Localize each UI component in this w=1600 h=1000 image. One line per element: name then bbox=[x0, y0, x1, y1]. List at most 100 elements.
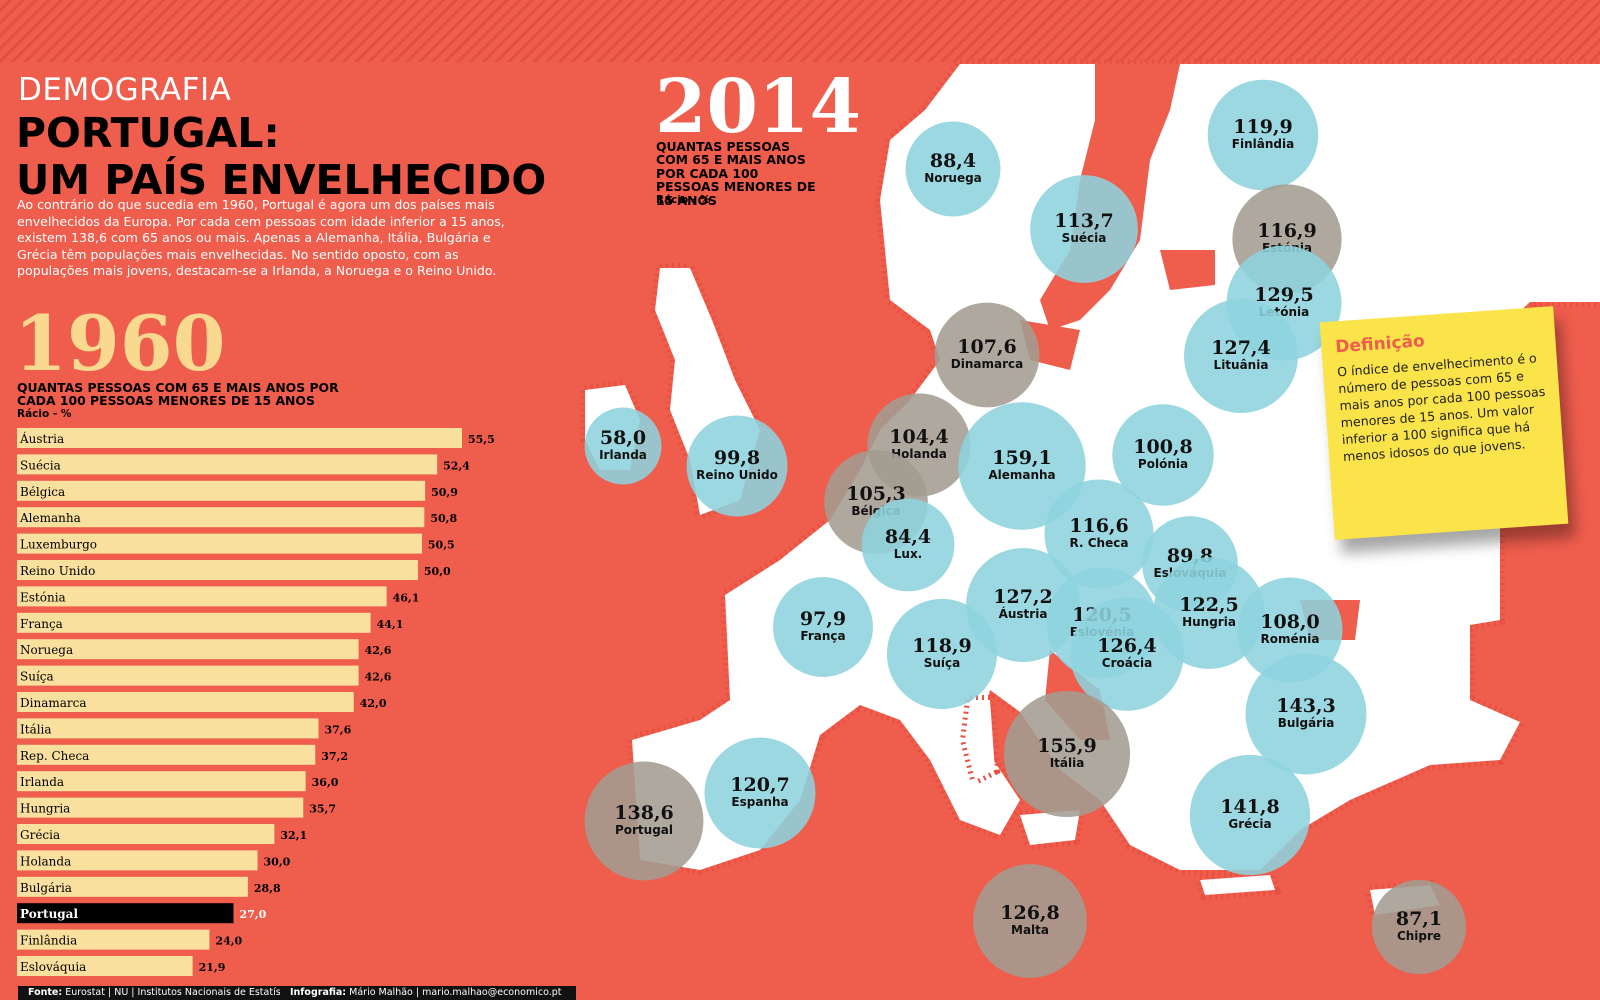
bar-chart-1960: Áustria 55,5 Suécia 52,4 Bélgica 50,9 Alemanha… bbox=[17, 428, 495, 976]
credit-text: Mário Malhão | mario.malhao@economico.pt bbox=[349, 987, 562, 998]
bubble-circle bbox=[1183, 298, 1299, 414]
bar bbox=[17, 612, 371, 633]
bubble-value-label: 97,9 bbox=[800, 608, 846, 630]
bubble-circle bbox=[584, 407, 662, 485]
bar bbox=[17, 903, 234, 924]
bar-row: Reino Unido 50,0 bbox=[17, 560, 451, 580]
bar-row: Hungria 35,7 bbox=[17, 797, 336, 818]
bar-row: Noruega 42,6 bbox=[17, 639, 392, 660]
bar-value-label: 42,6 bbox=[365, 644, 392, 657]
bar-row: França 44,1 bbox=[17, 612, 403, 633]
bubble-value-label: 122,5 bbox=[1179, 594, 1239, 616]
bar-value-label: 50,8 bbox=[430, 512, 457, 525]
bar-row: Rep. Checa 37,2 bbox=[17, 744, 348, 765]
bubble-country-label: França bbox=[800, 629, 845, 643]
bar-value-label: 50,0 bbox=[424, 565, 451, 578]
bar-row: Irlanda 36,0 bbox=[17, 771, 339, 792]
bar-category-label: Itália bbox=[20, 722, 52, 736]
bar bbox=[17, 824, 275, 844]
map-unit: Rácio - % bbox=[656, 194, 711, 206]
bubble-country-label: Holanda bbox=[891, 447, 947, 461]
definition-title: Definição bbox=[1334, 331, 1426, 358]
credit-label: Infografia: bbox=[290, 987, 347, 998]
bar-value-label: 27,0 bbox=[239, 908, 266, 921]
bubble-circle bbox=[1371, 879, 1467, 975]
bubble-country-label: Noruega bbox=[924, 171, 982, 185]
bubble-value-label: 155,9 bbox=[1037, 735, 1097, 757]
page-title: PORTUGAL: UM PAÍS ENVELHECIDO bbox=[16, 110, 636, 204]
bubble-value-label: 141,8 bbox=[1220, 796, 1280, 818]
bubble-country-label: Polónia bbox=[1138, 457, 1188, 471]
bar-row: Suécia 52,4 bbox=[17, 454, 470, 475]
bubble-circle bbox=[1207, 79, 1319, 191]
bubble-value-label: 138,6 bbox=[614, 802, 674, 824]
bubble-value-label: 100,8 bbox=[1133, 436, 1193, 458]
bar-row: Grécia 32,1 bbox=[17, 824, 307, 844]
bubble-value-label: 87,1 bbox=[1396, 908, 1442, 930]
bar-category-label: Eslováquia bbox=[20, 960, 86, 974]
bubble-country-label: Finlândia bbox=[1232, 137, 1294, 151]
bar-category-label: Rep. Checa bbox=[20, 749, 89, 763]
lead-paragraph: Ao contrário do que sucedia em 1960, Por… bbox=[17, 197, 505, 279]
bubble-country-label: Croácia bbox=[1102, 656, 1152, 670]
bubble-country-label: Lituânia bbox=[1214, 358, 1269, 372]
source-label: Fonte: bbox=[28, 987, 63, 998]
bar-value-label: 30,0 bbox=[264, 855, 291, 868]
bubble-country-label: Áustria bbox=[999, 606, 1048, 621]
bar-category-label: Estónia bbox=[20, 590, 66, 604]
bubble-country-label: Dinamarca bbox=[951, 357, 1023, 371]
bubble-country-label: Reino Unido bbox=[696, 468, 778, 482]
bar-value-label: 32,1 bbox=[280, 829, 307, 842]
bubble-value-label: 116,6 bbox=[1069, 515, 1129, 537]
bubble-value-label: 88,4 bbox=[930, 150, 976, 172]
bubble-value-label: 126,4 bbox=[1097, 635, 1157, 657]
credit-footer: Infografia: Mário Malhão | mario.malhao@… bbox=[280, 986, 576, 1000]
bar-category-label: Luxemburgo bbox=[20, 538, 97, 552]
bubble-value-label: 84,4 bbox=[885, 526, 931, 548]
bar-row: Dinamarca 42,0 bbox=[17, 692, 387, 712]
bubble-circle bbox=[1044, 479, 1154, 589]
bar bbox=[17, 744, 316, 765]
bar bbox=[17, 929, 210, 950]
bubble-circle bbox=[973, 864, 1087, 978]
bar-row: Estónia 46,1 bbox=[17, 586, 419, 607]
bubble-circle bbox=[1245, 653, 1367, 775]
land-shape bbox=[1193, 869, 1282, 901]
bubble-value-label: 107,6 bbox=[957, 336, 1017, 358]
bar-category-label: Áustria bbox=[19, 431, 64, 446]
bar bbox=[17, 560, 418, 580]
definition-body: O índice de envelhecimento é o número de… bbox=[1336, 350, 1546, 465]
bar bbox=[17, 718, 319, 739]
bar-value-label: 52,4 bbox=[443, 459, 470, 472]
bar bbox=[17, 586, 387, 607]
bar-value-label: 37,2 bbox=[321, 750, 348, 763]
bar-category-label: Suíça bbox=[20, 670, 54, 684]
bar-row: Bélgica 50,9 bbox=[17, 480, 458, 501]
bar-value-label: 50,9 bbox=[431, 486, 458, 499]
bar-value-label: 24,0 bbox=[215, 935, 242, 948]
bubble-circle bbox=[905, 121, 1001, 217]
bubble-value-label: 104,4 bbox=[889, 426, 949, 448]
bar bbox=[17, 771, 306, 792]
bubble-circle bbox=[686, 415, 788, 517]
bar-value-label: 50,5 bbox=[428, 539, 455, 552]
bar-category-label: Bulgária bbox=[20, 881, 72, 895]
bubble-circle bbox=[773, 577, 873, 677]
year-2014-label: 2014 bbox=[655, 64, 861, 150]
bubble: 116,6R. Checa bbox=[1044, 479, 1154, 589]
bar bbox=[17, 797, 304, 818]
bubble-value-label: 127,2 bbox=[993, 586, 1053, 608]
bubble-value-label: 127,4 bbox=[1211, 337, 1271, 359]
bubble-value-label: 108,0 bbox=[1260, 611, 1320, 633]
